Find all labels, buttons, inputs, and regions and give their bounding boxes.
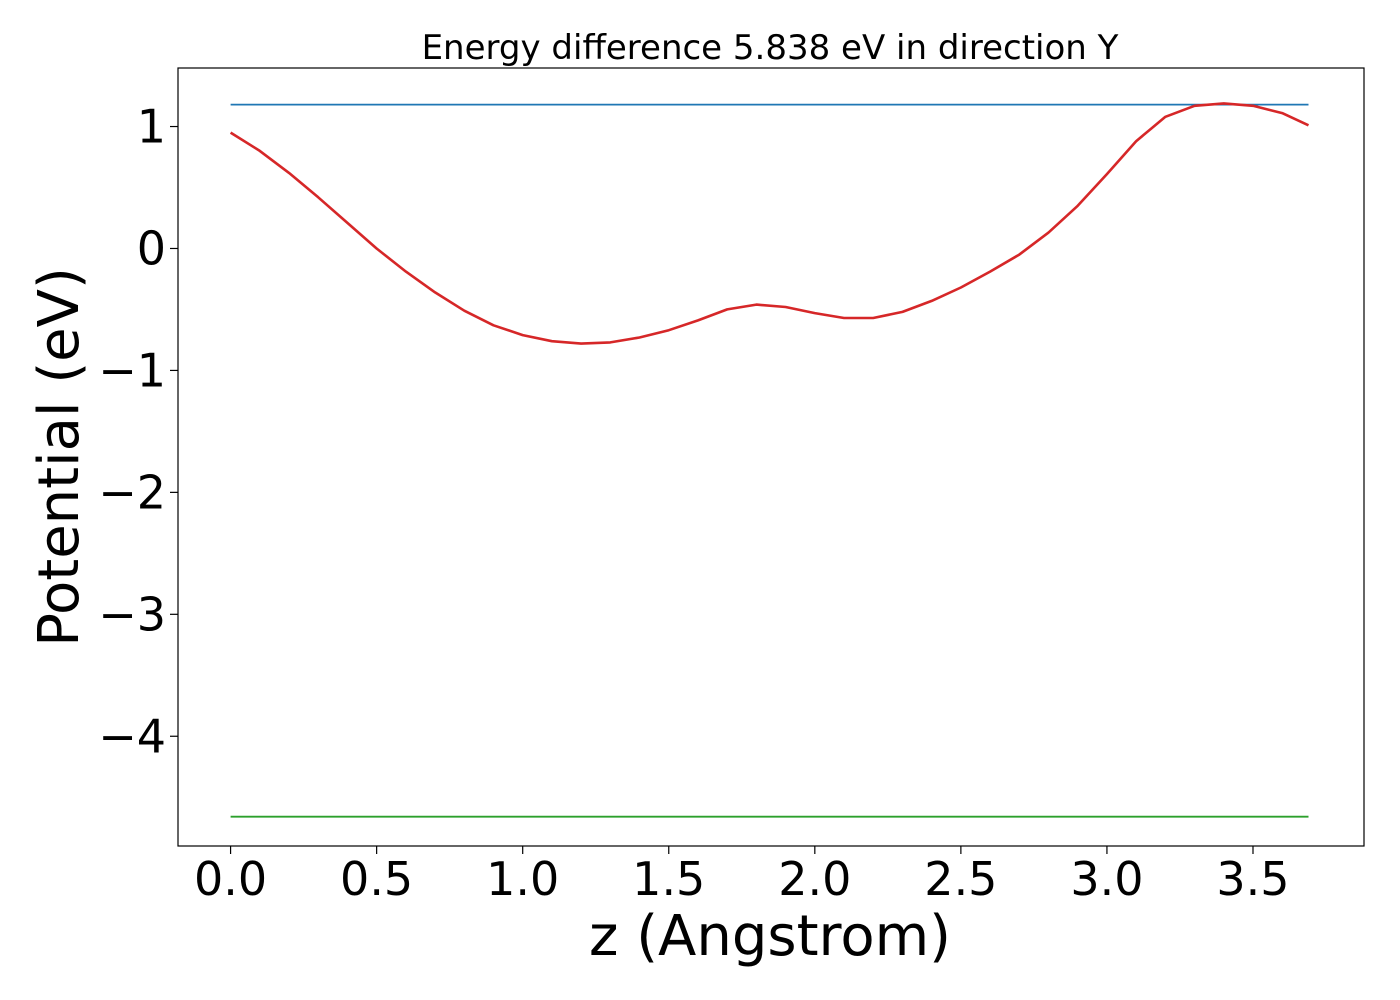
x-axis-label: z (Angstrom)	[589, 904, 951, 969]
plot-frame	[177, 67, 1365, 847]
x-tick-label: 1.0	[486, 852, 559, 906]
series-layer	[229, 102, 1310, 818]
y-tick-label: 1	[137, 100, 166, 154]
y-tick-label: 0	[137, 221, 166, 275]
x-tick-label: 0.0	[194, 852, 267, 906]
y-axis-ticks: 1 0 −1 −2 −3 −4	[98, 100, 178, 763]
y-tick-label: −3	[98, 587, 166, 641]
y-tick-label: −2	[98, 465, 166, 519]
x-tick-label: 0.5	[340, 852, 413, 906]
chart-title: Energy difference 5.838 eV in direction …	[422, 28, 1119, 68]
x-tick-label: 2.0	[778, 852, 851, 906]
x-tick-label: 2.5	[924, 852, 997, 906]
x-tick-label: 1.5	[632, 852, 705, 906]
x-tick-label: 3.0	[1070, 852, 1143, 906]
series-line-3	[229, 102, 1310, 345]
y-tick-label: −4	[98, 709, 166, 763]
x-tick-label: 3.5	[1216, 852, 1289, 906]
y-axis-label: Potential (eV)	[27, 267, 92, 647]
y-tick-label: −1	[98, 343, 166, 397]
x-axis-ticks: 0.0 0.5 1.0 1.5 2.0 2.5 3.0 3.5	[194, 846, 1290, 906]
